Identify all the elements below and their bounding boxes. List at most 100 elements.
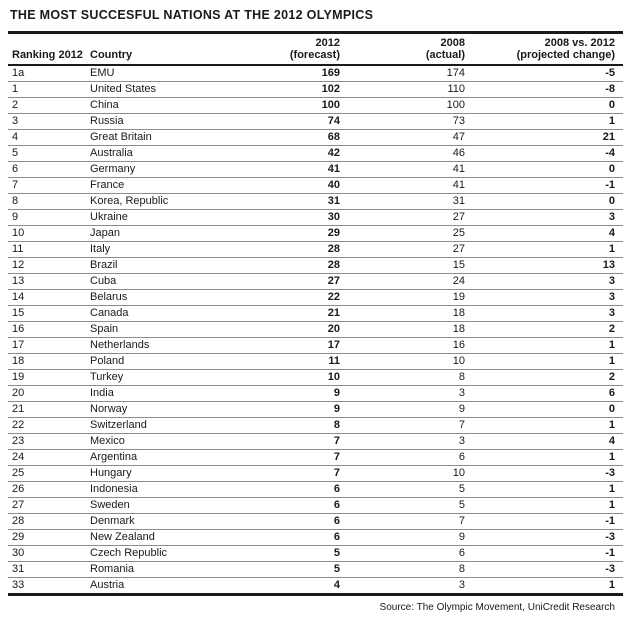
change-cell: 1 xyxy=(473,337,623,354)
forecast-cell: 7 xyxy=(248,465,348,482)
country-cell: Japan xyxy=(86,225,248,242)
actual-cell: 3 xyxy=(348,385,473,402)
change-cell: -4 xyxy=(473,145,623,162)
rank-cell: 30 xyxy=(8,545,86,562)
rank-cell: 25 xyxy=(8,465,86,482)
table-row: 30 Czech Republic 5 6 -1 xyxy=(8,545,623,562)
change-cell: -3 xyxy=(473,529,623,546)
actual-cell: 73 xyxy=(348,113,473,130)
table-row: 19 Turkey 10 8 2 xyxy=(8,369,623,386)
actual-cell: 6 xyxy=(348,545,473,562)
rank-cell: 3 xyxy=(8,113,86,130)
table-row: 4 Great Britain 68 47 21 xyxy=(8,129,623,146)
change-cell: 4 xyxy=(473,433,623,450)
change-cell: 1 xyxy=(473,353,623,370)
rank-cell: 33 xyxy=(8,577,86,595)
actual-cell: 9 xyxy=(348,529,473,546)
country-cell: Italy xyxy=(86,241,248,258)
country-cell: Korea, Republic xyxy=(86,193,248,210)
actual-cell: 19 xyxy=(348,289,473,306)
table-body: 1a EMU 169 174 -5 1 United States 102 110 -8 2 Chin… xyxy=(8,65,623,595)
actual-cell: 18 xyxy=(348,321,473,338)
source-note: Source: The Olympic Movement, UniCredit … xyxy=(379,602,615,613)
change-cell: -1 xyxy=(473,545,623,562)
rank-cell: 5 xyxy=(8,145,86,162)
forecast-cell: 6 xyxy=(248,529,348,546)
country-cell: Mexico xyxy=(86,433,248,450)
change-cell: 21 xyxy=(473,129,623,146)
actual-cell: 6 xyxy=(348,449,473,466)
forecast-cell: 31 xyxy=(248,193,348,210)
change-cell: -1 xyxy=(473,513,623,530)
rank-cell: 1a xyxy=(8,65,86,82)
rank-cell: 14 xyxy=(8,289,86,306)
rank-cell: 28 xyxy=(8,513,86,530)
change-cell: 3 xyxy=(473,209,623,226)
forecast-cell: 10 xyxy=(248,369,348,386)
actual-cell: 31 xyxy=(348,193,473,210)
country-cell: Australia xyxy=(86,145,248,162)
rank-cell: 16 xyxy=(8,321,86,338)
rank-cell: 17 xyxy=(8,337,86,354)
actual-cell: 5 xyxy=(348,481,473,498)
actual-cell: 110 xyxy=(348,81,473,98)
actual-cell: 9 xyxy=(348,401,473,418)
table-row: 16 Spain 20 18 2 xyxy=(8,321,623,338)
actual-cell: 41 xyxy=(348,161,473,178)
rank-cell: 11 xyxy=(8,241,86,258)
country-cell: Poland xyxy=(86,353,248,370)
rank-cell: 26 xyxy=(8,481,86,498)
rank-cell: 1 xyxy=(8,81,86,98)
header-line1: 2012 xyxy=(315,37,340,49)
actual-cell: 41 xyxy=(348,177,473,194)
change-cell: 1 xyxy=(473,497,623,514)
country-cell: France xyxy=(86,177,248,194)
table-row: 17 Netherlands 17 16 1 xyxy=(8,337,623,354)
forecast-cell: 11 xyxy=(248,353,348,370)
rank-cell: 18 xyxy=(8,353,86,370)
actual-cell: 5 xyxy=(348,497,473,514)
table-row: 9 Ukraine 30 27 3 xyxy=(8,209,623,226)
forecast-cell: 20 xyxy=(248,321,348,338)
table-row: 1 United States 102 110 -8 xyxy=(8,81,623,98)
table-row: 18 Poland 11 10 1 xyxy=(8,353,623,370)
rank-cell: 4 xyxy=(8,129,86,146)
header-line2: (projected change) xyxy=(516,49,615,61)
rank-cell: 2 xyxy=(8,97,86,114)
country-cell: India xyxy=(86,385,248,402)
table-row: 2 China 100 100 0 xyxy=(8,97,623,114)
table-row: 7 France 40 41 -1 xyxy=(8,177,623,194)
actual-cell: 8 xyxy=(348,369,473,386)
actual-cell: 18 xyxy=(348,305,473,322)
actual-cell: 25 xyxy=(348,225,473,242)
country-cell: Canada xyxy=(86,305,248,322)
rank-cell: 10 xyxy=(8,225,86,242)
change-cell: 1 xyxy=(473,577,623,595)
change-cell: 0 xyxy=(473,193,623,210)
actual-cell: 7 xyxy=(348,417,473,434)
actual-cell: 24 xyxy=(348,273,473,290)
country-cell: China xyxy=(86,97,248,114)
country-cell: Brazil xyxy=(86,257,248,274)
actual-cell: 7 xyxy=(348,513,473,530)
column-header-country: Country xyxy=(86,32,248,66)
table-row: 22 Switzerland 8 7 1 xyxy=(8,417,623,434)
forecast-cell: 9 xyxy=(248,401,348,418)
rank-cell: 7 xyxy=(8,177,86,194)
actual-cell: 3 xyxy=(348,577,473,595)
table-row: 13 Cuba 27 24 3 xyxy=(8,273,623,290)
table-row: 26 Indonesia 6 5 1 xyxy=(8,481,623,498)
change-cell: -5 xyxy=(473,65,623,82)
page-title: THE MOST SUCCESFUL NATIONS AT THE 2012 O… xyxy=(10,8,374,22)
table-row: 6 Germany 41 41 0 xyxy=(8,161,623,178)
actual-cell: 27 xyxy=(348,209,473,226)
column-header-2008-actual: 2008 (actual) xyxy=(348,32,473,66)
forecast-cell: 68 xyxy=(248,129,348,146)
table-header: Ranking 2012 Country 2012 (forecast) 200… xyxy=(8,32,623,66)
rank-cell: 6 xyxy=(8,161,86,178)
table-row: 23 Mexico 7 3 4 xyxy=(8,433,623,450)
table-row: 14 Belarus 22 19 3 xyxy=(8,289,623,306)
header-line2: Ranking 2012 xyxy=(12,49,83,61)
country-cell: Czech Republic xyxy=(86,545,248,562)
actual-cell: 174 xyxy=(348,65,473,82)
